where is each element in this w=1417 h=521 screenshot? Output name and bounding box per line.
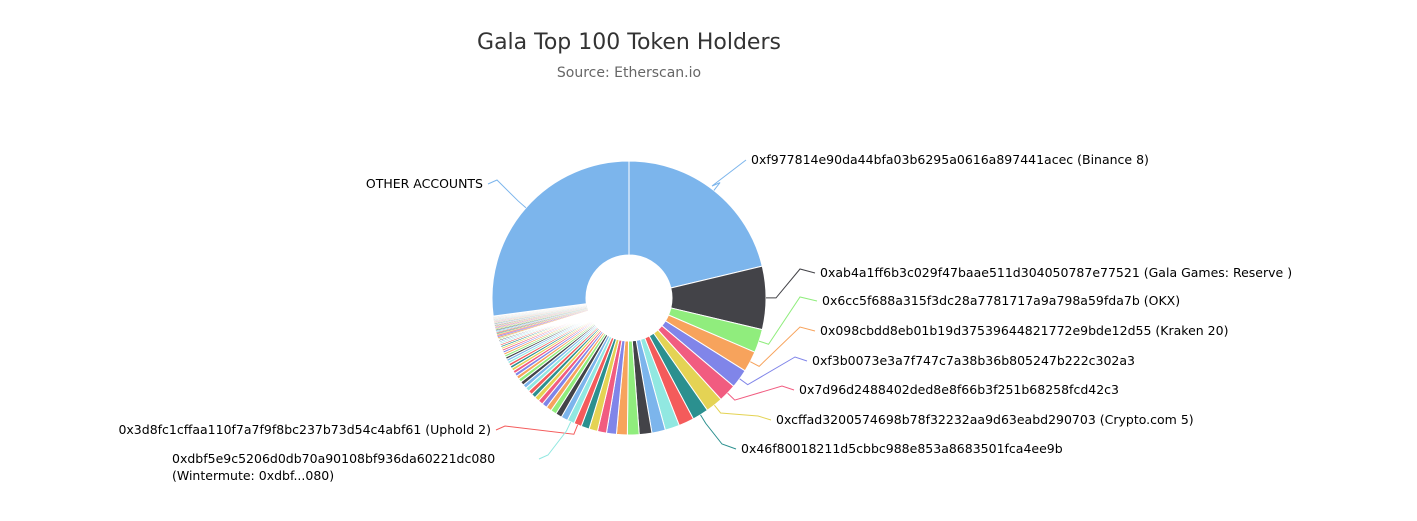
- label-connector-line: [727, 385, 795, 401]
- label-connector-line: [713, 404, 772, 421]
- label-connector-line: [758, 296, 818, 345]
- data-label: 0x3d8fc1cffaa110f7a7f9f8bc237b73d54c4abf…: [118, 422, 491, 437]
- data-label: 0xf977814e90da44bfa03b6295a0616a897441ac…: [751, 152, 1149, 167]
- pie-slices: [491, 160, 767, 436]
- label-connector-line: [538, 421, 572, 460]
- chart-subtitle: Source: Etherscan.io: [557, 65, 701, 81]
- data-label: 0x6cc5f688a315f3dc28a7781717a9a798a59fda…: [822, 293, 1180, 308]
- label-connector-line: [765, 268, 816, 299]
- data-label: 0xdbf5e9c5206d0db70a90108bf936da60221dc0…: [172, 451, 495, 483]
- label-connectors: [487, 159, 818, 460]
- label-connector-line: [739, 356, 808, 386]
- pie-slice[interactable]: [628, 160, 763, 289]
- data-label: 0xcffad3200574698b78f32232aa9d63eabd2907…: [776, 412, 1194, 427]
- data-label: 0xf3b0073e3a7f747c7a38b36b805247b222c302…: [812, 353, 1135, 368]
- label-connector-line: [711, 159, 747, 191]
- data-label: 0x7d96d2488402ded8e8f66b3f251b68258fcd42…: [799, 382, 1119, 397]
- label-connector-line: [495, 424, 579, 435]
- data-labels: 0xf977814e90da44bfa03b6295a0616a897441ac…: [118, 152, 1292, 483]
- data-label: OTHER ACCOUNTS: [366, 176, 483, 191]
- data-label: 0xab4a1ff6b3c029f47baae511d304050787e775…: [820, 265, 1292, 280]
- pie-slice[interactable]: [491, 160, 630, 317]
- data-label: 0x098cbdd8eb01b19d37539644821772e9bde12d…: [820, 323, 1228, 338]
- label-connector-line: [700, 414, 737, 450]
- data-label: 0x46f80018211d5cbbc988e853a8683501fca4ee…: [741, 441, 1063, 456]
- label-connector-line: [750, 326, 816, 367]
- chart-title: Gala Top 100 Token Holders: [477, 30, 781, 55]
- label-connector-line: [487, 179, 527, 209]
